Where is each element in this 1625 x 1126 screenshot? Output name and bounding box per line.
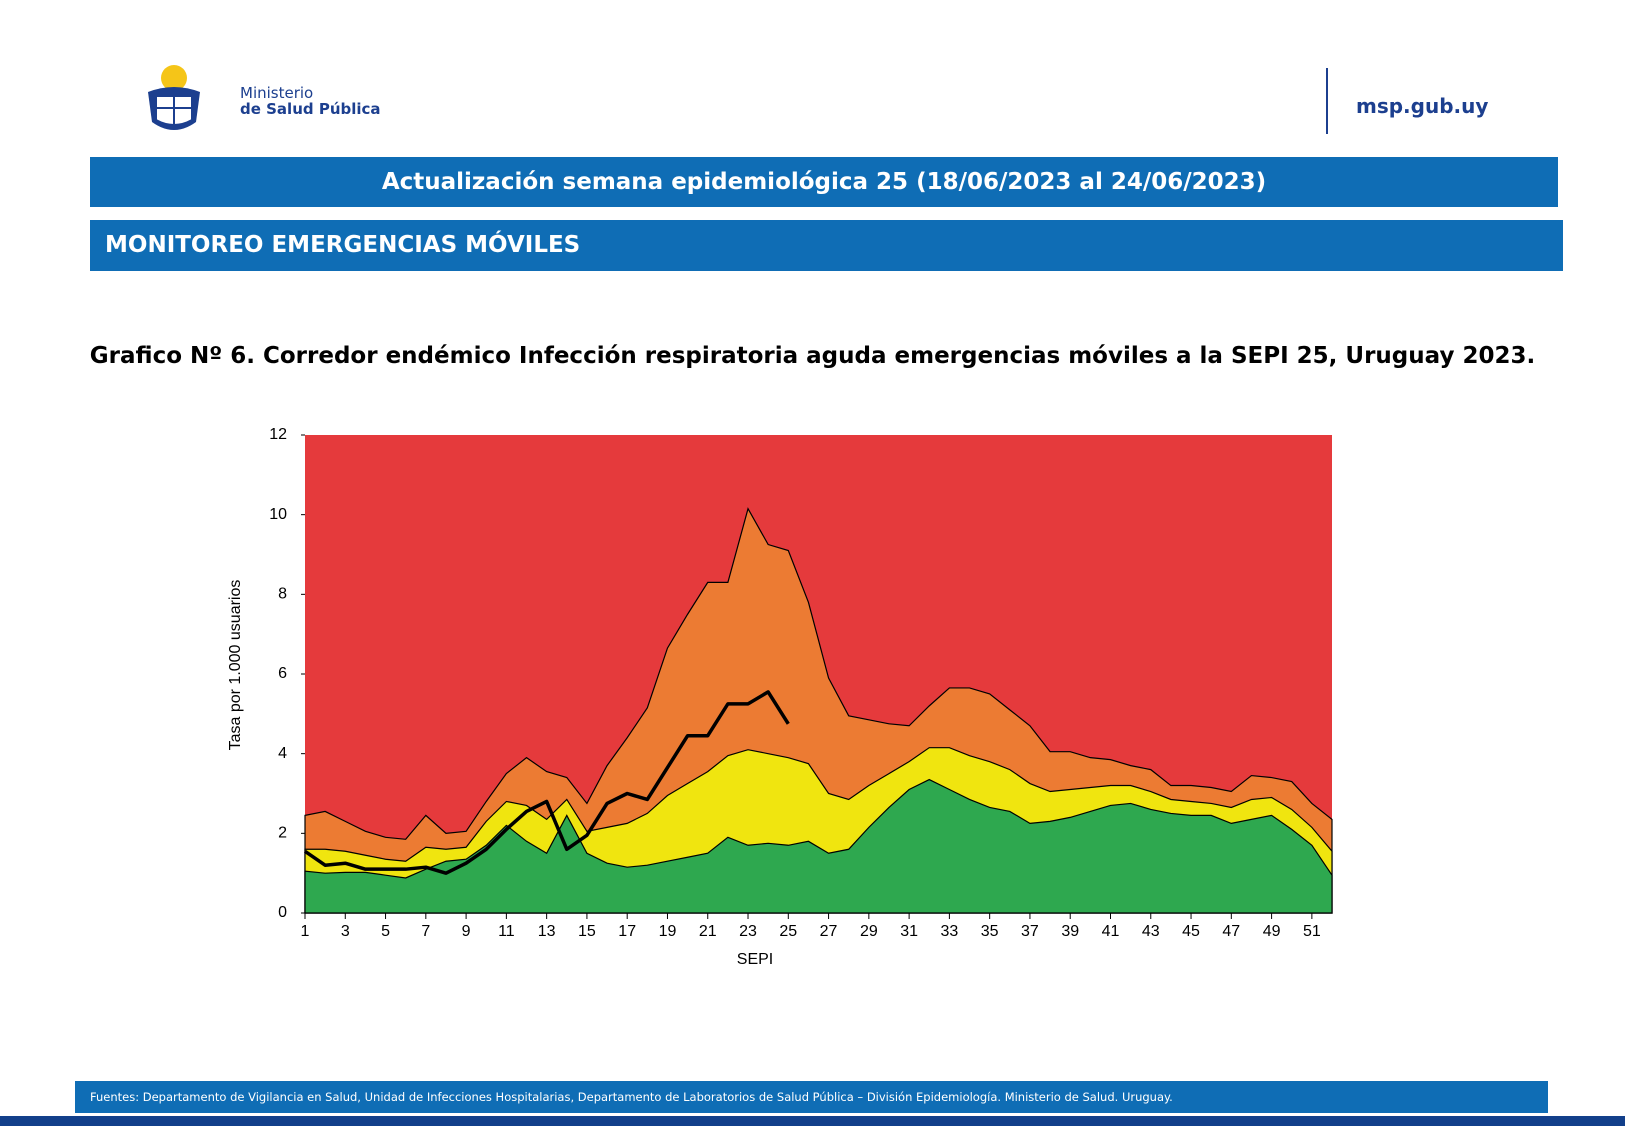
x-tick-label: 33 — [940, 923, 958, 940]
y-tick-label: 2 — [278, 825, 287, 842]
x-tick-label: 5 — [381, 923, 390, 940]
x-tick-label: 51 — [1303, 923, 1321, 940]
section-title: MONITOREO EMERGENCIAS MÓVILES — [90, 220, 1563, 271]
x-axis-label: SEPI — [737, 951, 773, 968]
x-tick-label: 49 — [1263, 923, 1281, 940]
x-tick-label: 43 — [1142, 923, 1160, 940]
footer: Fuentes: Departamento de Vigilancia en S… — [75, 1081, 1548, 1113]
y-tick-label: 12 — [269, 426, 287, 443]
y-tick-label: 0 — [278, 904, 287, 921]
x-tick-label: 1 — [301, 923, 310, 940]
x-tick-label: 39 — [1061, 923, 1079, 940]
x-tick-label: 11 — [498, 923, 515, 940]
y-tick-label: 8 — [278, 586, 287, 603]
x-tick-label: 37 — [1021, 923, 1039, 940]
ministry-line1: Ministerio — [240, 84, 314, 102]
x-tick-label: 9 — [462, 923, 471, 940]
x-tick-label: 7 — [421, 923, 430, 940]
x-tick-label: 45 — [1182, 923, 1200, 940]
x-tick-label: 29 — [860, 923, 878, 940]
x-tick-label: 23 — [739, 923, 757, 940]
x-tick-label: 25 — [779, 923, 797, 940]
x-tick-label: 3 — [341, 923, 350, 940]
x-tick-label: 19 — [659, 923, 677, 940]
y-tick-label: 6 — [278, 665, 287, 682]
banner: Actualización semana epidemiológica 25 (… — [90, 157, 1558, 207]
x-tick-label: 41 — [1102, 923, 1120, 940]
chart-title: Grafico Nº 6. Corredor endémico Infecció… — [89, 343, 1536, 369]
line — [304, 690, 790, 875]
y-tick-label: 4 — [278, 745, 287, 762]
website: msp.gub.uy — [1356, 94, 1489, 118]
area — [304, 778, 1333, 914]
x-tick-label: 31 — [900, 923, 918, 940]
x-tick-label: 47 — [1222, 923, 1240, 940]
bottom-rule — [0, 1116, 1625, 1126]
logo — [148, 65, 200, 130]
x-tick-label: 21 — [699, 923, 717, 940]
y-axis-label: Tasa por 1.000 usuarios — [227, 580, 244, 751]
ministry-line2: de Salud Pública — [240, 100, 381, 118]
x-tick-label: 13 — [538, 923, 556, 940]
x-tick-label: 35 — [981, 923, 999, 940]
x-tick-label: 17 — [618, 923, 636, 940]
x-tick-label: 15 — [578, 923, 596, 940]
divider — [1326, 68, 1328, 134]
x-tick-label: 27 — [820, 923, 838, 940]
y-tick-label: 10 — [269, 506, 287, 523]
